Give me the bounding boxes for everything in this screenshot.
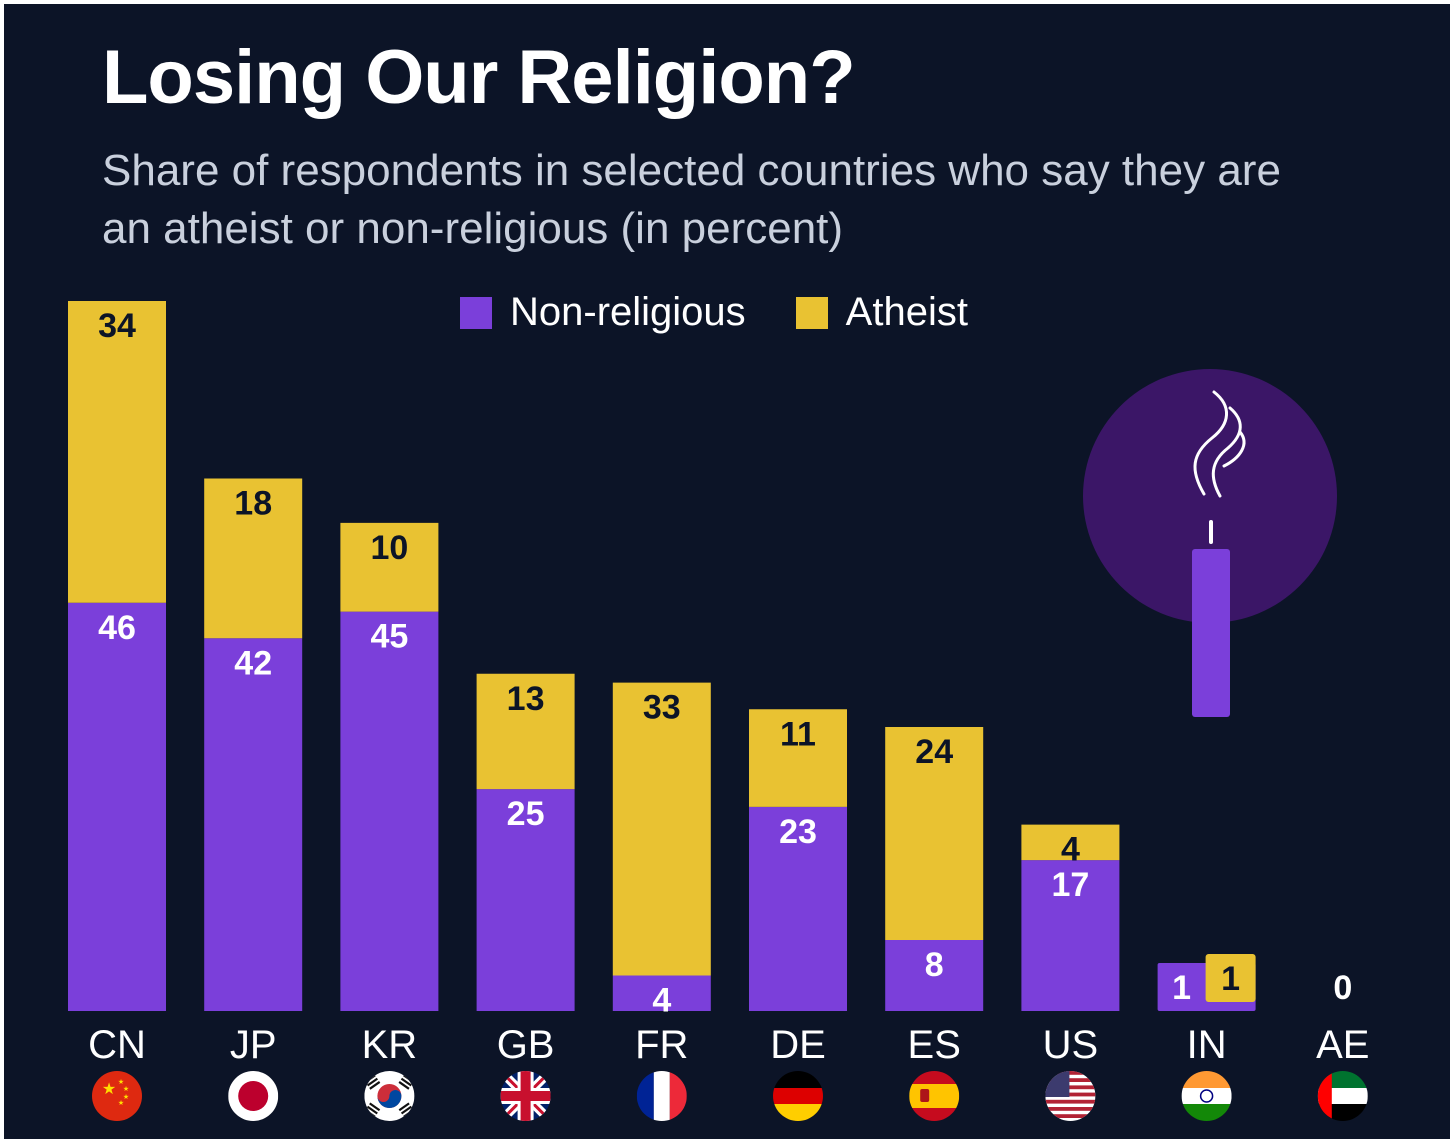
south-korea-flag-icon bbox=[364, 1071, 415, 1121]
bar-non-religious-fr bbox=[612, 975, 711, 1011]
legend-item-non-religious: Non-religious bbox=[460, 290, 746, 335]
smoke-icon bbox=[1193, 390, 1246, 498]
legend-swatch-non-religious bbox=[460, 296, 492, 329]
svg-text:★: ★ bbox=[102, 1079, 116, 1098]
label-non-religious-fr: 4 bbox=[652, 982, 671, 1020]
svg-text:★: ★ bbox=[123, 1093, 129, 1101]
x-label-us: US bbox=[1043, 1023, 1099, 1067]
label-non-religious-es: 8 bbox=[925, 946, 944, 984]
x-label-ae: AE bbox=[1316, 1023, 1369, 1067]
india-flag-icon bbox=[1181, 1071, 1232, 1121]
bar-non-religious-us bbox=[1021, 860, 1120, 1011]
bar-non-religious-jp bbox=[204, 638, 303, 1011]
label-non-religious-kr: 45 bbox=[370, 618, 408, 656]
legend-item-atheist: Atheist bbox=[795, 290, 968, 335]
uae-flag-icon bbox=[1317, 1071, 1368, 1121]
candle-body bbox=[1192, 549, 1230, 717]
chart-frame: Losing Our Religion? Share of respondent… bbox=[4, 4, 1450, 1139]
bar-atheist-us bbox=[1021, 824, 1120, 861]
bar-non-religious-kr bbox=[340, 611, 439, 1011]
bar-atheist-cn bbox=[68, 301, 166, 603]
bar-atheist-in bbox=[1205, 954, 1256, 1002]
x-label-fr: FR bbox=[635, 1023, 688, 1067]
label-atheist-cn: 34 bbox=[98, 307, 136, 345]
legend-label-non-religious: Non-religious bbox=[510, 290, 746, 334]
label-atheist-fr: 33 bbox=[643, 689, 681, 727]
label-atheist-de: 11 bbox=[780, 715, 816, 753]
legend-label-atheist: Atheist bbox=[845, 290, 968, 334]
x-label-gb: GB bbox=[497, 1023, 555, 1067]
label-non-religious-in: 1 bbox=[1172, 969, 1191, 1007]
x-label-cn: CN bbox=[88, 1023, 146, 1067]
spain-flag-icon bbox=[909, 1071, 960, 1121]
label-atheist-jp: 18 bbox=[234, 485, 272, 523]
bar-atheist-de bbox=[749, 709, 847, 807]
bar-non-religious-es bbox=[885, 940, 984, 1011]
uk-flag-icon bbox=[500, 1071, 551, 1121]
x-label-jp: JP bbox=[230, 1023, 277, 1067]
svg-text:★: ★ bbox=[123, 1085, 129, 1093]
svg-text:★: ★ bbox=[118, 1099, 124, 1107]
label-atheist-us: 4 bbox=[1061, 831, 1080, 869]
legend-swatch-atheist bbox=[795, 296, 828, 329]
chart-subtitle: Share of respondents in selected countri… bbox=[102, 146, 1281, 253]
legend: Non-religious Atheist bbox=[460, 290, 1018, 335]
label-non-religious-de: 23 bbox=[779, 813, 817, 851]
label-atheist-kr: 10 bbox=[370, 529, 408, 567]
bar-non-religious-gb bbox=[476, 789, 575, 1011]
label-atheist-es: 24 bbox=[915, 733, 953, 771]
bar-atheist-kr bbox=[340, 522, 439, 612]
label-non-religious-us: 17 bbox=[1051, 866, 1089, 904]
bar-atheist-gb bbox=[476, 673, 575, 790]
x-label-de: DE bbox=[770, 1023, 826, 1067]
germany-flag-icon bbox=[773, 1071, 823, 1121]
label-atheist-gb: 13 bbox=[507, 680, 545, 718]
bar-atheist-fr bbox=[612, 682, 711, 976]
label-non-religious-jp: 42 bbox=[234, 644, 272, 682]
x-label-es: ES bbox=[908, 1023, 961, 1067]
bar-series bbox=[68, 301, 1256, 1011]
label-zero-ae: 0 bbox=[1333, 969, 1352, 1007]
x-label-kr: KR bbox=[362, 1023, 418, 1067]
svg-text:★: ★ bbox=[118, 1078, 124, 1086]
label-non-religious-cn: 46 bbox=[98, 609, 136, 647]
candle-background-circle bbox=[1083, 369, 1337, 623]
x-axis-labels: CN JP KR GB FR DE ES US IN AE bbox=[88, 1023, 1369, 1067]
bar-non-religious-cn bbox=[68, 602, 166, 1011]
label-non-religious-gb: 25 bbox=[507, 795, 545, 833]
candle-icon bbox=[1083, 369, 1337, 717]
usa-flag-icon bbox=[1045, 1071, 1096, 1121]
france-flag-icon bbox=[636, 1071, 687, 1121]
bar-atheist-jp bbox=[204, 478, 303, 639]
bar-atheist-es bbox=[885, 727, 984, 940]
bar-non-religious-de bbox=[749, 806, 847, 1011]
x-label-in: IN bbox=[1187, 1023, 1227, 1067]
label-atheist-in: 1 bbox=[1221, 960, 1240, 998]
chart-title: Losing Our Religion? bbox=[102, 35, 856, 120]
flag-row: ★ ★★★★ bbox=[92, 1071, 1368, 1121]
japan-flag-icon bbox=[228, 1071, 279, 1121]
china-flag-icon: ★ ★★★★ bbox=[92, 1071, 142, 1121]
